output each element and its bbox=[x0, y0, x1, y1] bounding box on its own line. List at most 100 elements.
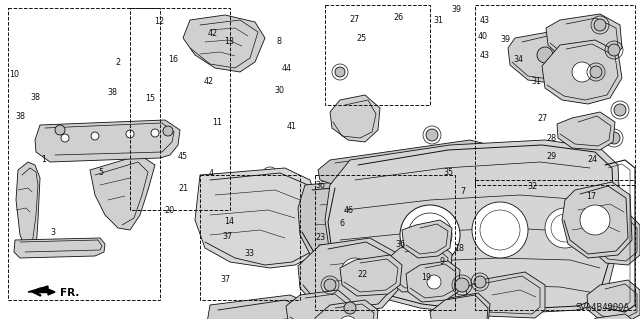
Circle shape bbox=[126, 130, 134, 138]
Bar bbox=[475, 180, 635, 310]
Polygon shape bbox=[318, 140, 492, 185]
Polygon shape bbox=[298, 238, 398, 312]
Text: SVA4B4900A: SVA4B4900A bbox=[576, 303, 630, 313]
Text: 22: 22 bbox=[357, 270, 367, 279]
Circle shape bbox=[572, 62, 592, 82]
Text: 8: 8 bbox=[276, 37, 282, 46]
Text: 9: 9 bbox=[439, 257, 444, 266]
Circle shape bbox=[472, 202, 528, 258]
Polygon shape bbox=[205, 295, 335, 319]
Bar bbox=[200, 175, 300, 300]
Text: 12: 12 bbox=[154, 17, 164, 26]
Bar bbox=[130, 8, 230, 210]
Text: 43: 43 bbox=[479, 16, 490, 25]
Text: 39: 39 bbox=[451, 5, 461, 14]
Polygon shape bbox=[587, 280, 640, 319]
Polygon shape bbox=[330, 95, 380, 142]
Text: 1: 1 bbox=[41, 155, 46, 164]
Text: 38: 38 bbox=[30, 93, 40, 102]
Polygon shape bbox=[386, 242, 452, 292]
Text: 36: 36 bbox=[395, 240, 405, 249]
Polygon shape bbox=[183, 15, 265, 72]
Circle shape bbox=[163, 126, 173, 136]
Polygon shape bbox=[195, 168, 320, 268]
Text: 45: 45 bbox=[177, 152, 188, 161]
Text: 44: 44 bbox=[282, 64, 292, 73]
Polygon shape bbox=[90, 155, 155, 230]
Polygon shape bbox=[14, 238, 105, 258]
Polygon shape bbox=[340, 255, 402, 296]
Text: 3: 3 bbox=[50, 228, 55, 237]
Polygon shape bbox=[581, 314, 638, 319]
Polygon shape bbox=[592, 215, 640, 265]
Circle shape bbox=[545, 208, 585, 248]
Polygon shape bbox=[16, 162, 40, 255]
Text: 32: 32 bbox=[527, 182, 538, 191]
Polygon shape bbox=[508, 30, 598, 84]
Circle shape bbox=[590, 66, 602, 78]
Circle shape bbox=[339, 316, 357, 319]
Text: 46: 46 bbox=[344, 206, 354, 215]
Text: 38: 38 bbox=[107, 88, 117, 97]
Text: 33: 33 bbox=[244, 249, 255, 258]
Circle shape bbox=[427, 275, 441, 289]
Circle shape bbox=[580, 205, 610, 235]
Text: 42: 42 bbox=[208, 29, 218, 38]
Text: 16: 16 bbox=[168, 55, 178, 63]
Circle shape bbox=[91, 132, 99, 140]
Circle shape bbox=[614, 104, 626, 116]
Text: 5: 5 bbox=[99, 168, 104, 177]
Circle shape bbox=[474, 276, 486, 288]
Bar bbox=[8, 8, 160, 300]
Bar bbox=[325, 5, 430, 105]
Circle shape bbox=[455, 278, 469, 292]
Circle shape bbox=[448, 238, 462, 252]
Circle shape bbox=[594, 19, 606, 31]
Polygon shape bbox=[542, 40, 622, 104]
Polygon shape bbox=[436, 293, 490, 319]
Text: 30: 30 bbox=[275, 86, 285, 95]
Text: 15: 15 bbox=[145, 94, 156, 103]
Circle shape bbox=[335, 195, 345, 205]
Text: 29: 29 bbox=[547, 152, 557, 161]
Polygon shape bbox=[562, 182, 632, 258]
Text: 20: 20 bbox=[164, 206, 174, 215]
Polygon shape bbox=[325, 140, 620, 315]
Polygon shape bbox=[466, 272, 545, 318]
Text: 34: 34 bbox=[513, 55, 524, 63]
Text: 17: 17 bbox=[586, 192, 596, 201]
Bar bbox=[475, 5, 635, 185]
Circle shape bbox=[341, 258, 369, 286]
Polygon shape bbox=[557, 112, 615, 150]
Polygon shape bbox=[35, 120, 180, 162]
Text: 23: 23 bbox=[315, 233, 325, 242]
Polygon shape bbox=[406, 261, 460, 302]
Text: 28: 28 bbox=[547, 134, 557, 143]
Polygon shape bbox=[28, 286, 55, 295]
Text: 35: 35 bbox=[443, 168, 453, 177]
Text: FR.: FR. bbox=[60, 288, 79, 298]
Text: 36: 36 bbox=[316, 181, 326, 189]
Circle shape bbox=[344, 302, 356, 314]
Text: 27: 27 bbox=[349, 15, 360, 24]
Text: 38: 38 bbox=[15, 112, 26, 121]
Circle shape bbox=[537, 47, 553, 63]
Circle shape bbox=[324, 279, 336, 291]
Polygon shape bbox=[546, 14, 622, 65]
Text: 39: 39 bbox=[500, 35, 511, 44]
Text: 31: 31 bbox=[433, 16, 444, 25]
Text: 40: 40 bbox=[477, 32, 488, 41]
Circle shape bbox=[425, 165, 435, 175]
Text: 7: 7 bbox=[461, 187, 466, 196]
Text: 31: 31 bbox=[531, 77, 541, 86]
Text: 19: 19 bbox=[421, 273, 431, 282]
Bar bbox=[315, 175, 455, 310]
Circle shape bbox=[61, 134, 69, 142]
Polygon shape bbox=[298, 178, 408, 275]
Text: 11: 11 bbox=[212, 118, 223, 127]
Text: 27: 27 bbox=[538, 114, 548, 122]
Circle shape bbox=[335, 67, 345, 77]
Circle shape bbox=[55, 125, 65, 135]
Text: 42: 42 bbox=[204, 77, 214, 86]
Text: 18: 18 bbox=[454, 244, 465, 253]
